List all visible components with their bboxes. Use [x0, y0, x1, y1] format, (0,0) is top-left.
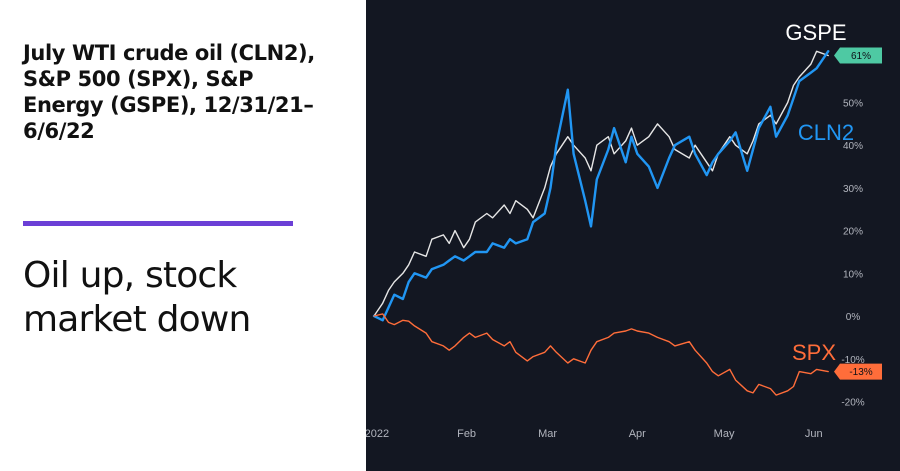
x-tick-label: 2022 [366, 428, 389, 440]
series-label-cln2: CLN2 [798, 120, 854, 145]
accent-rule [23, 221, 293, 226]
y-tick-label: 20% [843, 227, 863, 238]
end-badge-label-gspe: 61% [851, 51, 871, 62]
x-tick-label: Mar [538, 428, 557, 440]
x-tick-label: Apr [629, 428, 646, 440]
chart-panel: 50% 40% 30% 20% 10% 0% -10% -20% 2022 Feb Mar Apr Ma… [366, 0, 900, 471]
y-tick-label: 0% [846, 312, 861, 323]
y-tick-label: -10% [841, 355, 864, 366]
x-tick-label: May [714, 428, 735, 440]
y-tick-label: 40% [843, 141, 863, 152]
series-line-gspe [373, 50, 829, 317]
x-tick-label: Jun [805, 428, 823, 440]
end-badge-gspe [834, 47, 882, 64]
end-badge-spx [834, 363, 882, 380]
series-label-spx: SPX [792, 340, 836, 365]
end-badge-label-spx: -13% [849, 367, 872, 378]
line-chart: 50% 40% 30% 20% 10% 0% -10% -20% 2022 Feb Mar Apr Ma… [366, 20, 882, 440]
left-panel: July WTI crude oil (CLN2), S&P 500 (SPX)… [0, 0, 366, 471]
y-tick-label: 30% [843, 184, 863, 195]
series-line-spx [373, 313, 829, 396]
y-tick-label: -20% [841, 397, 864, 408]
chart-subtitle: Oil up, stock market down [23, 255, 251, 340]
y-tick-label: 10% [843, 269, 863, 280]
y-tick-label: 50% [843, 99, 863, 110]
series-label-gspe: GSPE [785, 20, 846, 45]
series-line-cln2 [372, 50, 830, 322]
x-tick-label: Feb [457, 428, 476, 440]
chart-title: July WTI crude oil (CLN2), S&P 500 (SPX)… [23, 41, 315, 143]
